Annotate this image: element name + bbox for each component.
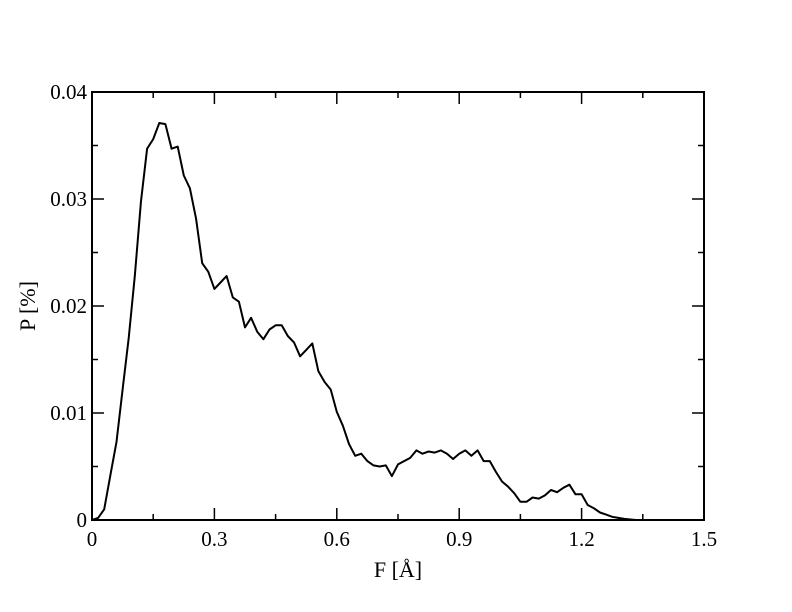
x-tick-label: 0.6 — [324, 527, 350, 551]
x-tick-label: 0 — [87, 527, 98, 551]
y-tick-label: 0.03 — [50, 187, 87, 211]
x-axis-label: F [Å] — [374, 557, 422, 582]
series-line — [91, 122, 637, 521]
x-tick-label: 0.9 — [446, 527, 472, 551]
tick-labels: 0 0.3 0.6 0.9 1.2 1.5 0 0.01 0.02 0.03 0.04 — [50, 80, 717, 551]
y-tick-label: 0.01 — [50, 401, 87, 425]
ticks — [91, 91, 705, 521]
plot-area — [91, 91, 705, 521]
x-tick-label: 1.2 — [568, 527, 594, 551]
y-axis-label: P [%] — [15, 281, 40, 331]
y-tick-label: 0 — [77, 508, 88, 532]
y-tick-label: 0.04 — [50, 80, 87, 104]
x-tick-label: 0.3 — [201, 527, 227, 551]
y-tick-label: 0.02 — [50, 294, 87, 318]
x-tick-label: 1.5 — [691, 527, 717, 551]
